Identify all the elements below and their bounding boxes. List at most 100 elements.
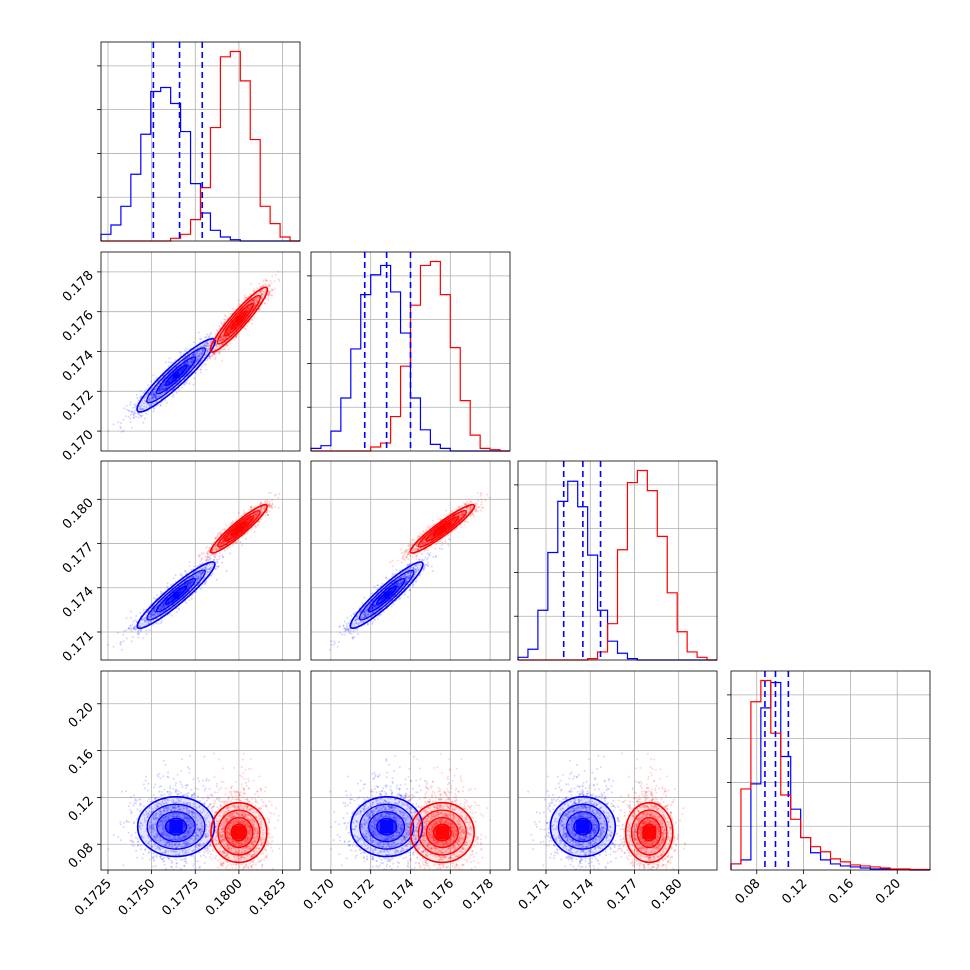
scatter-point [189,582,192,585]
scatter-point [207,568,210,571]
scatter-point [186,356,189,359]
scatter-point [155,622,158,625]
scatter-point [196,358,198,361]
scatter-point [158,612,160,615]
scatter-point [162,388,165,391]
scatter-point [152,396,154,399]
scatter-point [229,330,232,333]
scatter-point [252,301,255,304]
scatter-point [208,356,211,359]
scatter-point [160,605,163,608]
scatter-point [228,331,231,334]
scatter-point [140,403,143,406]
scatter-point [187,365,190,367]
scatter-point [192,359,195,362]
scatter-point [209,333,212,336]
scatter-point [150,613,153,616]
scatter-point [250,301,252,304]
scatter-point [219,338,222,341]
scatter-point [184,363,187,365]
scatter-point [253,304,256,307]
scatter-point [125,629,128,632]
scatter-point [119,642,122,645]
scatter-point [159,607,162,610]
scatter-point [241,314,244,317]
scatter-point [220,339,223,342]
scatter-point [163,381,166,384]
scatter-point [216,578,218,581]
scatter-point [218,351,221,354]
scatter-point [188,561,191,564]
scatter-point [204,343,207,346]
scatter-point [193,565,195,568]
scatter-point [210,566,212,569]
scatter-point [197,574,200,577]
scatter-point [148,615,151,618]
scatter-point [199,559,202,562]
histogram-panel-3: 0.08 0.12 0.16 0.20 [727,671,931,907]
scatter-point [253,299,256,301]
scatter-point [162,385,165,387]
scatter-point [120,422,123,425]
scatter-point [191,361,194,364]
scatter-point [240,314,243,317]
scatter-point [253,290,256,293]
scatter-point [246,324,249,327]
scatter-point [214,356,217,359]
scatter-point [139,405,142,408]
scatter-point [163,603,165,606]
scatter-point [143,397,146,400]
scatter-point [221,348,224,351]
scatter-point [184,570,186,573]
scatter-point [271,502,274,505]
scatter-point [152,393,155,395]
scatter-point [211,336,214,339]
scatter-point [132,414,135,417]
scatter-point [168,361,171,364]
scatter-point [224,336,227,338]
scatter-point [191,581,194,584]
scatter-point [155,396,157,399]
scatter-point [224,336,227,339]
scatter-point [163,387,166,390]
scatter-point [165,390,168,393]
scatter-point [187,583,190,585]
scatter-point [187,361,190,364]
histogram-series-a [730,681,930,871]
scatter-point [147,617,150,620]
scatter-point [135,393,138,396]
scatter-point [251,299,254,302]
scatter-point [166,401,168,404]
scatter-point [234,323,236,325]
scatter-point [154,613,157,616]
scatter-point [150,393,153,396]
scatter-point [219,338,222,341]
scatter-point [222,338,225,341]
scatter-point [137,412,140,415]
scatter-point [207,342,210,345]
scatter-point [223,314,226,317]
scatter-point [249,307,252,309]
scatter-point [134,403,137,406]
scatter-point [251,300,254,303]
scatter-point [222,335,225,337]
scatter-point [206,333,208,336]
scatter-point [125,404,128,407]
scatter-point [152,396,155,399]
scatter-point [180,590,183,593]
scatter-point [226,332,229,335]
scatter-point [206,551,209,554]
scatter-point [142,617,145,620]
scatter-point [274,287,276,290]
scatter-point [188,363,191,366]
scatter-point [151,398,154,400]
scatter-point [256,299,258,302]
scatter-point [162,603,165,606]
scatter-point [162,383,165,386]
scatter-point [170,598,173,601]
scatter-point [250,319,253,321]
scatter-point [248,308,251,311]
scatter-point [142,402,145,405]
scatter-point [138,632,141,635]
y-tick-label: 0.170 [60,427,97,464]
